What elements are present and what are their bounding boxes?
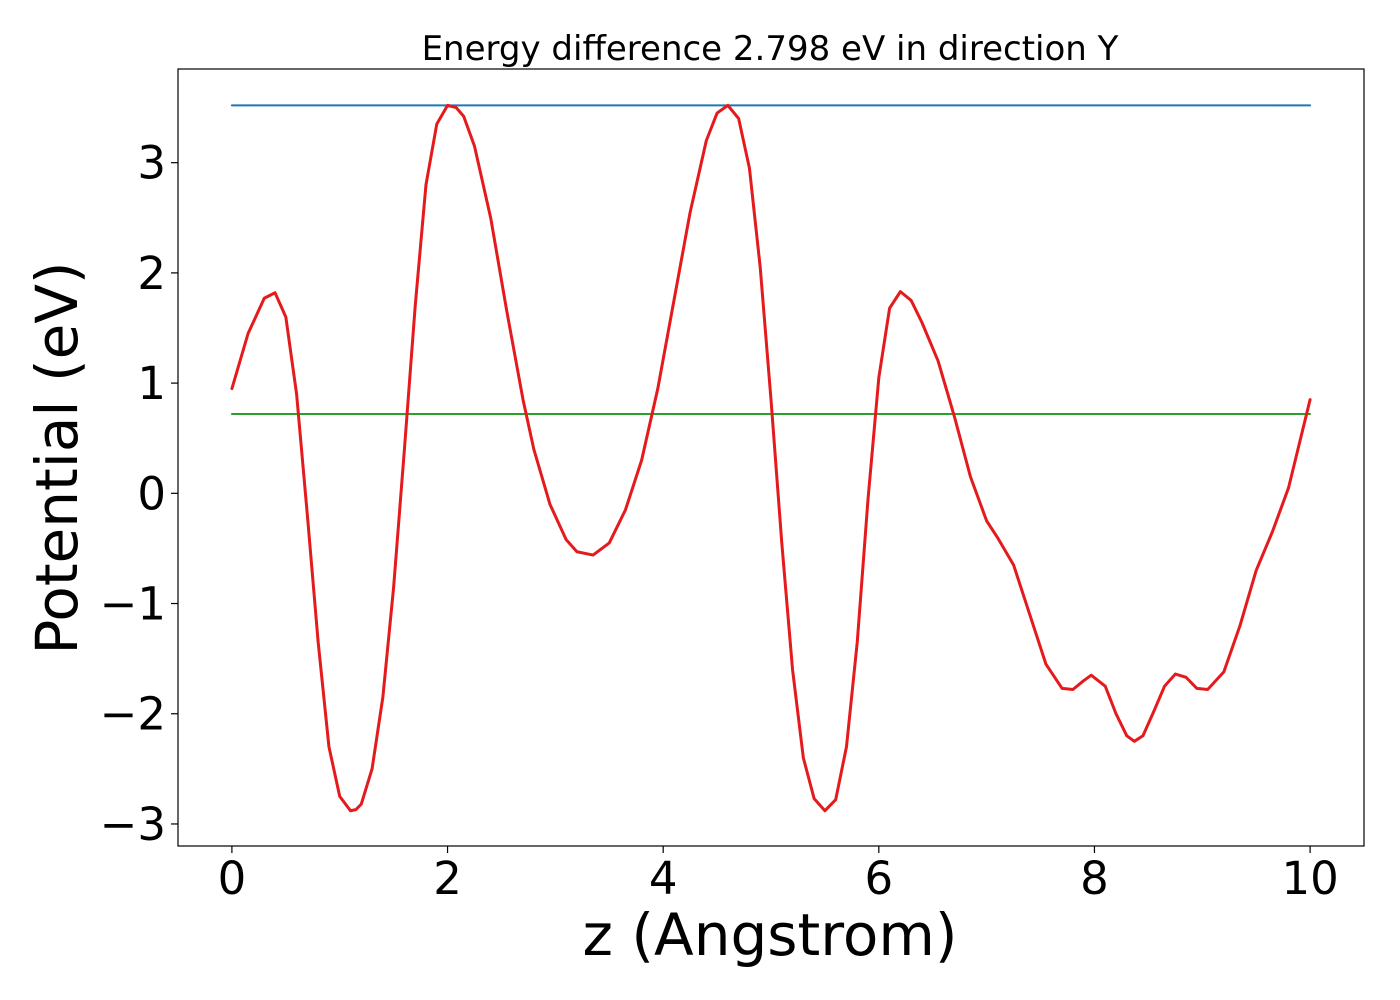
- plot-area: [177, 68, 1365, 847]
- y-tick-label: −3: [100, 798, 166, 851]
- plot-frame: [177, 68, 1365, 847]
- x-axis: 0 2 4 6 8 10: [218, 846, 1339, 905]
- x-tick-label: 4: [649, 852, 678, 905]
- x-tick-label: 10: [1281, 852, 1338, 905]
- x-tick-label: 6: [864, 852, 893, 905]
- x-tick-label: 2: [433, 852, 462, 905]
- series-layer: [230, 103, 1312, 813]
- y-axis: −3 −2 −1 0 1 2 3: [100, 137, 178, 851]
- y-tick-label: 1: [137, 357, 166, 410]
- y-tick-label: 3: [137, 137, 166, 190]
- y-axis-label: Potential (eV): [23, 261, 91, 654]
- chart-title: Energy difference 2.798 eV in direction …: [422, 29, 1119, 69]
- y-tick-label: 2: [137, 247, 166, 300]
- x-tick-label: 0: [218, 852, 247, 905]
- y-tick-label: 0: [137, 467, 166, 520]
- y-tick-label: −2: [100, 688, 166, 741]
- series-line-2: [230, 103, 1312, 813]
- x-tick-label: 8: [1080, 852, 1109, 905]
- y-tick-label: −1: [100, 578, 166, 631]
- x-axis-label: z (Angstrom): [583, 901, 958, 969]
